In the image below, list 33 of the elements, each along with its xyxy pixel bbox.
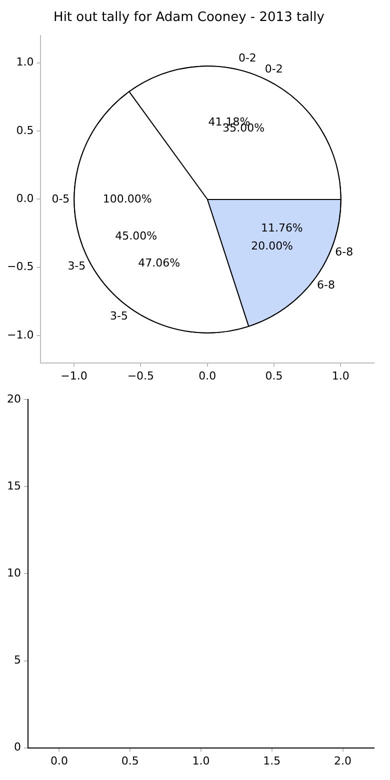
y-tick-label: 1.0 [16, 56, 34, 69]
slice-label: 0-2 [238, 52, 256, 65]
y-tick-label: 0.0 [16, 192, 34, 206]
y-tick-label: −1.0 [6, 328, 34, 342]
x-tick-label: −1.0 [60, 369, 88, 382]
x-tick-label: 0.0 [50, 754, 68, 768]
data-label: 100.00% [102, 192, 152, 206]
slice-label: 0-5 [52, 192, 70, 206]
x-tick-label: 1.5 [263, 754, 281, 768]
y-tick-label: 15 [6, 480, 21, 493]
x-tick-label: 0.5 [265, 369, 283, 382]
chart-title: Hit out tally for Adam Cooney - 2013 tally [54, 10, 325, 26]
x-tick-label: 2.0 [334, 754, 352, 768]
y-tick-label: 20 [6, 392, 21, 406]
data-label: 11.76% [260, 222, 303, 235]
slice-label: 6-8 [316, 278, 335, 292]
y-tick-label: 5 [14, 654, 21, 667]
data-label: 47.06% [138, 256, 180, 270]
x-tick-label: 0.0 [198, 369, 216, 382]
slice-label: 6-8 [335, 246, 354, 259]
x-tick-label: 0.5 [121, 754, 139, 768]
y-tick-label: −0.5 [6, 260, 34, 274]
y-tick-label: 10 [6, 566, 21, 580]
data-label: 45.00% [115, 229, 158, 242]
slice-label: 0-2 [264, 62, 283, 76]
slice-label: 3-5 [110, 310, 128, 323]
x-tick-label: −0.5 [127, 369, 154, 382]
x-tick-label: 1.0 [332, 369, 350, 382]
x-tick-label: 1.0 [192, 754, 210, 768]
y-tick-label: 0 [14, 740, 21, 754]
data-label: 20.00% [251, 240, 294, 253]
slice-label: 3-5 [68, 259, 86, 272]
y-tick-label: 0.5 [16, 124, 34, 137]
